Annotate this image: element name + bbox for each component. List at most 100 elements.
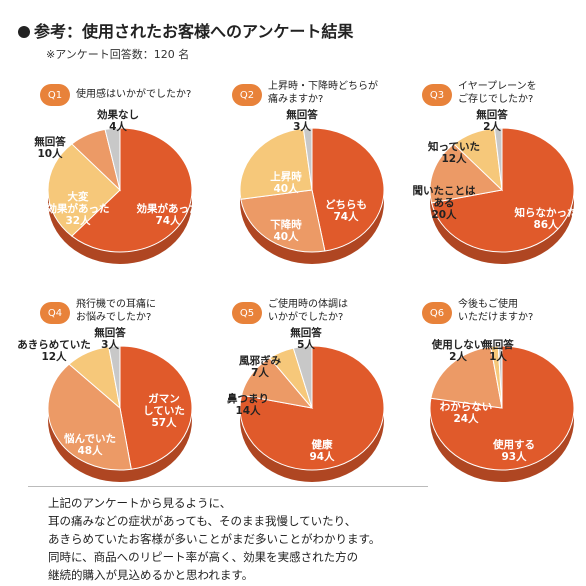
question-line: いただけますか? <box>458 312 534 323</box>
slice-label-line: 知らなかった <box>515 206 578 219</box>
slice-label: 知らなかった 86人 <box>515 206 578 231</box>
pie-slice <box>47 363 132 471</box>
slice-label: 無回答 3人 <box>94 326 126 351</box>
question-text: イヤープレーンを ご存じでしたか? <box>458 80 586 106</box>
slice-label: 効果があった 74人 <box>137 202 200 227</box>
summary-text: 上記のアンケートから見るように、 耳の痛みなどの症状があっても、そのまま我慢して… <box>48 494 568 584</box>
slice-label-line: していた <box>143 405 185 417</box>
pie-chart: 知らなかった 86人 聞いたことはある 20人 知っていた 12人 無回答 2人 <box>413 108 578 264</box>
pie-slice <box>239 345 385 471</box>
slice-label-line: 上昇時 <box>270 170 302 183</box>
slice-label-line: 40人 <box>273 230 299 243</box>
pie-chart-panel: Q2 上昇時・下降時どちらが 痛みますか? どちらも 74人 下降時 40人 上昇時 40人 無回… <box>222 78 402 278</box>
question-badge: Q4 <box>40 302 70 324</box>
slice-label-line: 2人 <box>449 350 467 363</box>
slice-label: 聞いたことはある 20人 <box>413 185 476 221</box>
page-title: 参考：使用されたお客様へのアンケート結果 <box>18 18 353 42</box>
slice-label-line: 無回答 <box>286 108 318 121</box>
pie-slice <box>108 345 121 409</box>
summary-line: 継続的購入が見込めるかと思われます。 <box>48 568 254 582</box>
slice-label: 大変効果があった 32人 <box>47 190 110 227</box>
question-text: 飛行機での耳痛に お悩みでしたか? <box>76 298 206 324</box>
slice-label: 無回答 5人 <box>290 326 322 351</box>
slice-label-line: 風邪ぎみ <box>239 354 281 367</box>
slice-label: 使用する 93人 <box>492 438 535 463</box>
slice-label-line: 4人 <box>109 120 127 133</box>
question-line: お悩みでしたか? <box>76 312 152 323</box>
slice-label-line: 無回答 <box>482 338 514 351</box>
slice-label-line: 57人 <box>151 416 177 429</box>
slice-label-line: 14人 <box>235 404 261 417</box>
question-line: 今後もご使用 <box>458 299 518 310</box>
pie-side-wall <box>48 408 192 482</box>
slice-label-line: 12人 <box>41 350 67 363</box>
pie-slice <box>430 346 503 409</box>
slice-label-line: あきらめていた <box>17 338 91 351</box>
question-line: 使用感はいかがでしたか? <box>76 89 192 100</box>
slice-label-line: 3人 <box>293 120 311 133</box>
question-line: いかがでしたか? <box>268 312 344 323</box>
slice-label-line: 32人 <box>65 214 91 227</box>
slice-label-line: 無回答 <box>94 326 126 339</box>
slice-label: 使用しない 2人 <box>431 338 485 363</box>
slice-label: 健康 94人 <box>309 438 335 463</box>
slice-label-line: 使用する <box>492 438 535 451</box>
slice-label: 悩んでいた 48人 <box>63 432 116 457</box>
slice-label: 上昇時 40人 <box>270 170 302 195</box>
pie-slice <box>430 127 575 253</box>
slice-label-line: わからない <box>440 401 493 413</box>
slice-label-line: 48人 <box>77 444 103 457</box>
slice-label-line: どちらも <box>325 198 367 211</box>
slice-label-line: 無回答 <box>290 326 322 339</box>
slice-label-line: 86人 <box>533 218 559 231</box>
slice-label: どちらも 74人 <box>325 198 367 223</box>
question-badge: Q6 <box>422 302 452 324</box>
pie-chart-panel: Q3 イヤープレーンを ご存じでしたか? 知らなかった 86人 聞いたことはある 20人 知っ… <box>412 78 586 278</box>
pie-chart-panel: Q5 ご使用時の体調は いかがでしたか? 健康 94人 鼻つまり 14人 風邪ぎみ 7人 無回答 5… <box>222 296 402 496</box>
pie-slice <box>119 345 193 470</box>
pie-slice <box>497 345 503 409</box>
pie-slice <box>493 127 503 191</box>
slice-label-line: 健康 <box>312 438 333 451</box>
slice-label-line: 大変 <box>68 190 89 203</box>
bullet-icon <box>18 26 30 38</box>
slice-label-line: 2人 <box>483 120 501 133</box>
slice-label: 効果なし 4人 <box>97 108 139 133</box>
slice-label-line: 無回答 <box>34 135 66 148</box>
pie-slice <box>71 127 193 253</box>
question-badge: Q5 <box>232 302 262 324</box>
pie-slice <box>311 127 385 252</box>
pie-slice <box>239 127 313 200</box>
pie-slice <box>47 143 121 237</box>
pie-chart-panel: Q6 今後もご使用いただけますか? 使用する 93人 わからない 24人 使用しない 2人 無回… <box>412 296 586 496</box>
question-badge: Q3 <box>422 84 452 106</box>
question-line: 痛みますか? <box>268 94 324 105</box>
slice-label-line: 40人 <box>273 182 299 195</box>
slice-label: わからない 24人 <box>440 401 493 425</box>
slice-label: あきらめていた 12人 <box>17 338 91 363</box>
pie-side-wall <box>430 190 574 264</box>
summary-line: 上記のアンケートから見るように、 <box>48 496 232 510</box>
slice-label-line: 20人 <box>431 208 457 221</box>
slice-label-line: 効果があった <box>137 202 200 215</box>
question-line: ご存じでしたか? <box>458 94 534 105</box>
respondent-count: ※アンケート回答数：120 名 <box>46 48 190 61</box>
question-text: ご使用時の体調は いかがでしたか? <box>268 298 398 324</box>
pie-slice <box>292 345 313 409</box>
slice-label-line: 10人 <box>37 147 63 160</box>
divider <box>28 486 428 487</box>
slice-label: 無回答 3人 <box>286 108 318 133</box>
question-text: 上昇時・下降時どちらが 痛みますか? <box>268 80 398 106</box>
slice-label-line: 下降時 <box>270 218 302 231</box>
question-line: ご使用時の体調は <box>268 299 348 310</box>
pie-chart-panel: Q4 飛行機での耳痛に お悩みでしたか? ガマンしていた 57人悩んでいた 48人 あきらめ… <box>17 296 210 496</box>
pie-slice <box>240 189 326 253</box>
slice-label: ガマンしていた 57人 <box>143 392 185 429</box>
slice-label-line: 無回答 <box>476 108 508 121</box>
slice-label: 鼻つまり 14人 <box>227 392 269 417</box>
slice-label-line: 5人 <box>297 338 315 351</box>
